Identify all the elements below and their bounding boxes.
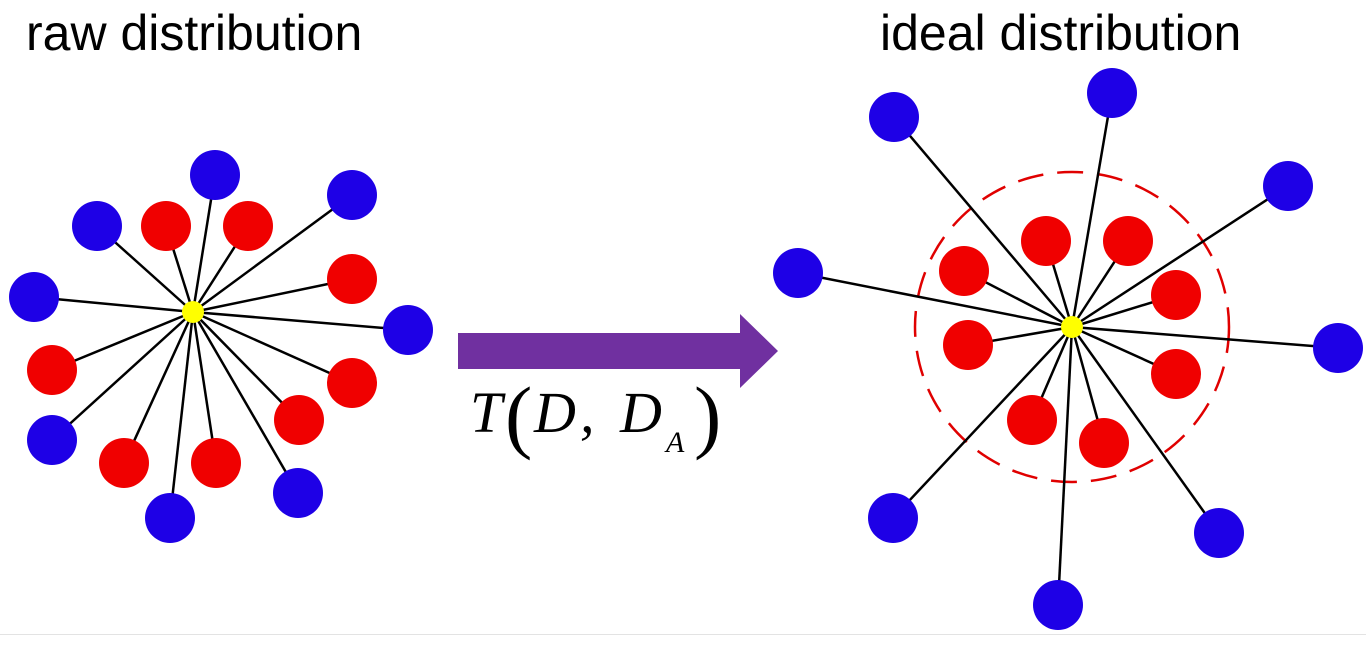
raw-blue-node	[72, 201, 122, 251]
ideal-red-node	[1151, 270, 1201, 320]
ideal-blue-node	[1087, 68, 1137, 118]
ideal-edge	[893, 116, 1073, 328]
argument-separator: ,	[580, 380, 595, 445]
raw-blue-node	[327, 170, 377, 220]
ideal-distribution-cluster	[773, 68, 1363, 630]
raw-edge	[192, 277, 353, 314]
raw-blue-node	[273, 468, 323, 518]
raw-red-node	[191, 438, 241, 488]
raw-edge	[51, 310, 194, 372]
raw-edge	[191, 311, 218, 464]
ideal-edge	[1071, 325, 1339, 350]
ideal-red-node	[1151, 349, 1201, 399]
raw-edge	[192, 193, 353, 314]
close-paren: )	[694, 370, 721, 461]
ideal-anchor-node	[1061, 316, 1083, 338]
raw-edge	[51, 311, 194, 441]
raw-edge	[192, 311, 300, 421]
raw-blue-node	[27, 415, 77, 465]
ideal-red-node	[1079, 418, 1129, 468]
ideal-blue-node	[773, 248, 823, 298]
raw-distribution-title: raw distribution	[26, 5, 362, 61]
ideal-edge	[1070, 326, 1221, 534]
ideal-blue-node	[868, 493, 918, 543]
raw-blue-node	[145, 493, 195, 543]
ideal-distribution-title: ideal distribution	[880, 5, 1241, 61]
ideal-edge	[1056, 326, 1074, 606]
raw-edge	[192, 310, 353, 385]
raw-edge	[168, 311, 195, 519]
transform-symbol: T	[470, 380, 506, 445]
raw-anchor-node	[182, 301, 204, 323]
raw-blue-node	[383, 305, 433, 355]
raw-red-node	[141, 201, 191, 251]
raw-edge	[33, 295, 194, 314]
raw-nodes	[9, 150, 433, 543]
raw-red-node	[327, 254, 377, 304]
argument-d-a: D	[619, 380, 662, 445]
raw-edge	[122, 311, 195, 464]
transform-arrow	[458, 314, 778, 388]
argument-subscript-a: A	[664, 426, 685, 459]
raw-distribution-cluster	[9, 150, 433, 543]
argument-d: D	[533, 380, 576, 445]
ideal-red-node	[943, 320, 993, 370]
ideal-red-node	[1021, 216, 1071, 266]
raw-red-node	[327, 358, 377, 408]
open-paren: (	[505, 370, 532, 461]
ideal-edge	[892, 326, 1073, 519]
raw-red-node	[223, 201, 273, 251]
raw-edges	[33, 174, 409, 519]
ideal-blue-node	[1313, 323, 1363, 373]
ideal-edge	[1070, 92, 1114, 328]
transform-formula: T ( D , D A )	[470, 370, 721, 461]
raw-edge	[192, 310, 409, 332]
ideal-blue-node	[1033, 580, 1083, 630]
ideal-red-node	[1103, 216, 1153, 266]
raw-blue-node	[9, 272, 59, 322]
raw-blue-node	[190, 150, 240, 200]
ideal-blue-node	[1263, 161, 1313, 211]
ideal-nodes	[773, 68, 1363, 630]
ideal-edge	[1071, 184, 1289, 329]
raw-edge	[191, 311, 300, 494]
ideal-red-node	[1007, 395, 1057, 445]
raw-red-node	[27, 345, 77, 395]
ideal-blue-node	[869, 92, 919, 142]
raw-red-node	[99, 438, 149, 488]
ideal-edge	[797, 271, 1073, 329]
ideal-blue-node	[1194, 508, 1244, 558]
raw-red-node	[274, 395, 324, 445]
bottom-divider	[0, 634, 1366, 635]
ideal-red-node	[939, 246, 989, 296]
dashed-boundary-circle	[913, 170, 1231, 484]
